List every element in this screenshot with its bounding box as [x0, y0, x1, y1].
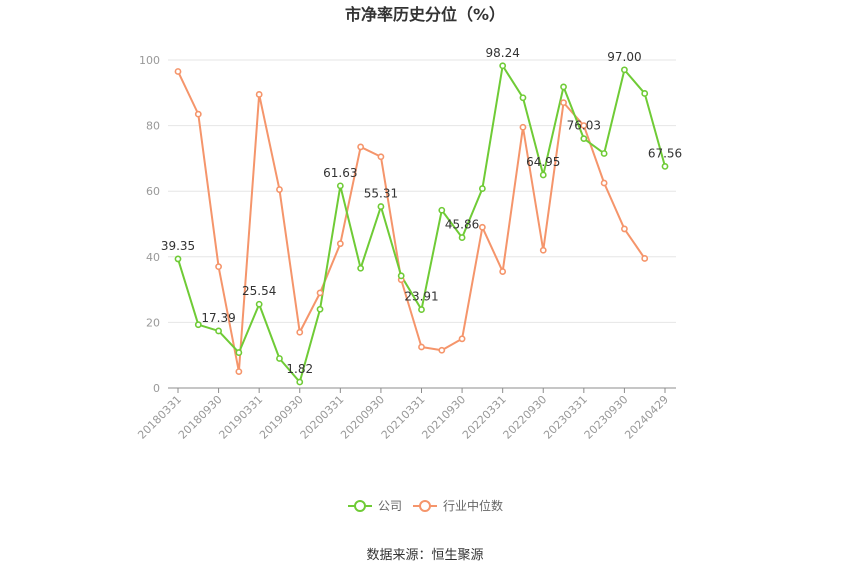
data-labels: 39.35 17.39 25.54 1.82 61.63 55.31 23.91 45.86 9…	[161, 46, 682, 376]
grid	[168, 59, 676, 323]
legend-industry-marker	[419, 500, 431, 512]
point-company[interactable]	[600, 150, 608, 157]
series-line-company	[177, 64, 666, 384]
point-industry-median[interactable]	[174, 68, 182, 75]
y-tick-label: 60	[146, 185, 160, 198]
point-company[interactable]	[276, 355, 283, 362]
point-industry-median[interactable]	[580, 122, 588, 129]
data-label: 23.91	[404, 290, 438, 304]
legend-industry-label: 行业中位数	[443, 498, 503, 513]
point-industry-median[interactable]	[499, 268, 507, 275]
point-company[interactable]	[174, 255, 182, 263]
point-company[interactable]	[438, 206, 446, 214]
data-label: 64.95	[526, 155, 560, 169]
data-label: 45.86	[445, 218, 479, 232]
data-label: 17.39	[201, 311, 235, 325]
point-industry-median[interactable]	[458, 335, 466, 343]
point-company[interactable]	[418, 306, 425, 313]
point-company[interactable]	[316, 305, 324, 313]
point-industry-median[interactable]	[235, 368, 243, 375]
point-industry-median[interactable]	[357, 143, 365, 151]
point-industry-median[interactable]	[600, 179, 608, 187]
point-industry-median[interactable]	[621, 225, 628, 233]
y-axis-ticks: 0 20 40 60 80 100	[139, 54, 160, 395]
point-company[interactable]	[357, 264, 365, 272]
series-lines	[177, 64, 666, 384]
point-industry-median[interactable]	[336, 240, 344, 248]
y-tick-label: 40	[146, 251, 160, 264]
point-company[interactable]	[580, 135, 588, 143]
legend-company-label: 公司	[378, 499, 402, 513]
y-tick-label: 20	[146, 316, 160, 329]
point-industry-median[interactable]	[539, 246, 547, 254]
point-company[interactable]	[296, 378, 304, 386]
data-label: 25.54	[242, 284, 276, 298]
point-industry-median[interactable]	[194, 110, 202, 118]
point-company[interactable]	[539, 171, 547, 179]
point-company[interactable]	[661, 163, 669, 170]
point-industry-median[interactable]	[215, 263, 222, 271]
data-label: 97.00	[607, 50, 641, 64]
point-industry-median[interactable]	[438, 346, 446, 354]
point-industry-median[interactable]	[478, 223, 486, 231]
point-company[interactable]	[194, 321, 202, 329]
point-company[interactable]	[621, 66, 628, 74]
data-label: 67.56	[648, 146, 682, 160]
series-line-industry-median	[177, 71, 646, 373]
point-industry-median[interactable]	[296, 328, 304, 336]
point-company[interactable]	[377, 203, 385, 210]
point-industry-median[interactable]	[255, 91, 263, 98]
point-industry-median[interactable]	[519, 123, 527, 131]
point-company[interactable]	[519, 94, 527, 102]
point-industry-median[interactable]	[560, 99, 567, 107]
y-tick-label: 0	[153, 382, 160, 395]
legend-item-industry-median[interactable]: 行业中位数	[413, 498, 503, 513]
source-note: 数据来源：恒生聚源	[366, 548, 483, 563]
point-industry-median[interactable]	[377, 153, 385, 161]
point-company[interactable]	[397, 272, 405, 280]
data-label: 39.35	[161, 239, 195, 253]
point-company[interactable]	[458, 234, 466, 241]
series-points	[174, 62, 669, 386]
point-company[interactable]	[336, 182, 344, 190]
y-tick-label: 100	[139, 54, 160, 67]
point-industry-median[interactable]	[276, 186, 283, 193]
point-company[interactable]	[560, 83, 567, 91]
point-company[interactable]	[255, 300, 263, 308]
chart-title: 市净率历史分位（%）	[345, 5, 505, 24]
point-company[interactable]	[478, 185, 486, 192]
point-company[interactable]	[235, 349, 243, 356]
data-label: 55.31	[364, 187, 398, 201]
point-industry-median[interactable]	[418, 343, 425, 351]
legend-item-company[interactable]: 公司	[348, 499, 402, 513]
legend: 公司 行业中位数	[348, 498, 503, 513]
data-label: 61.63	[323, 166, 357, 180]
data-label: 98.24	[485, 46, 519, 60]
point-industry-median[interactable]	[316, 289, 324, 297]
point-company[interactable]	[499, 62, 507, 70]
legend-company-marker	[354, 500, 366, 512]
point-company[interactable]	[641, 90, 649, 97]
point-company[interactable]	[215, 327, 222, 335]
point-industry-median[interactable]	[641, 255, 649, 262]
x-tick-label: 20240429	[622, 393, 671, 442]
data-label: 76.03	[567, 119, 601, 133]
data-label: 1.82	[286, 362, 313, 376]
x-axis-ticks: 2018033120180930201903312019093020200331…	[135, 388, 671, 442]
y-tick-label: 80	[146, 120, 160, 133]
